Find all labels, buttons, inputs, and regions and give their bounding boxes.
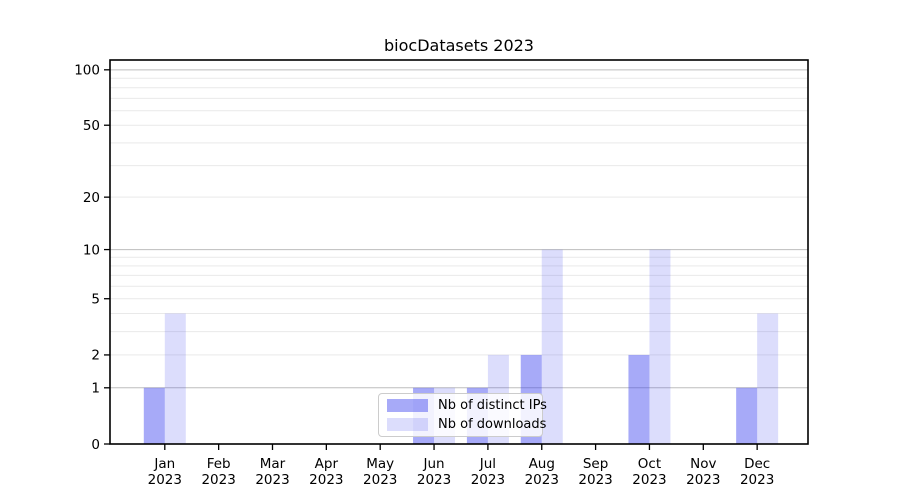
x-tick-label-oct: Oct <box>638 456 661 472</box>
x-tick-label-sep: Sep <box>583 456 608 472</box>
y-tick-label-50: 50 <box>83 118 100 134</box>
x-tick-label-may: May <box>366 456 394 472</box>
chart-title: biocDatasets 2023 <box>384 36 534 55</box>
x-tick-sublabel-dec: 2023 <box>740 472 774 488</box>
y-tick-label-20: 20 <box>83 190 100 206</box>
x-tick-sublabel-feb: 2023 <box>201 472 235 488</box>
legend-swatch-ips <box>387 398 428 412</box>
bar-downloads-aug <box>541 249 563 444</box>
x-tick-sublabel-jan: 2023 <box>148 472 182 488</box>
x-tick-sublabel-oct: 2023 <box>632 472 666 488</box>
x-tick-sublabel-sep: 2023 <box>578 472 612 488</box>
bar-downloads-oct <box>649 249 671 444</box>
legend-label-downloads: Nb of downloads <box>438 417 547 433</box>
x-tick-label-feb: Feb <box>207 456 231 472</box>
x-tick-sublabel-apr: 2023 <box>309 472 343 488</box>
x-tick-label-aug: Aug <box>529 456 555 472</box>
x-tick-label-apr: Apr <box>315 456 339 472</box>
plot-spines <box>109 59 809 445</box>
x-tick-label-jan: Jan <box>153 456 175 472</box>
x-tick-sublabel-may: 2023 <box>363 472 397 488</box>
bar-downloads-jan <box>164 313 186 444</box>
x-tick-sublabel-jun: 2023 <box>417 472 451 488</box>
x-tick-label-jul: Jul <box>479 456 496 472</box>
y-tick-label-1: 1 <box>91 381 100 397</box>
x-tick-label-nov: Nov <box>690 456 716 472</box>
bar-ips-jan <box>143 387 165 444</box>
bar-ips-dec <box>736 387 758 444</box>
x-tick-sublabel-jul: 2023 <box>471 472 505 488</box>
y-tick-label-2: 2 <box>91 348 100 364</box>
x-tick-sublabel-nov: 2023 <box>686 472 720 488</box>
bar-downloads-dec <box>757 313 779 444</box>
x-tick-label-dec: Dec <box>744 456 770 472</box>
x-tick-sublabel-mar: 2023 <box>255 472 289 488</box>
y-tick-label-100: 100 <box>74 63 100 79</box>
legend: Nb of distinct IPs Nb of downloads <box>378 393 547 437</box>
y-tick-label-10: 10 <box>83 242 100 258</box>
x-tick-sublabel-aug: 2023 <box>525 472 559 488</box>
y-tick-label-5: 5 <box>91 292 100 308</box>
legend-swatch-downloads <box>387 418 428 432</box>
legend-label-ips: Nb of distinct IPs <box>438 397 547 413</box>
legend-item-downloads: Nb of downloads <box>387 417 546 433</box>
y-tick-label-0: 0 <box>91 437 100 453</box>
bar-ips-oct <box>628 354 650 444</box>
x-tick-label-mar: Mar <box>260 456 286 472</box>
legend-item-ips: Nb of distinct IPs <box>387 397 547 413</box>
x-tick-label-jun: Jun <box>423 456 445 472</box>
